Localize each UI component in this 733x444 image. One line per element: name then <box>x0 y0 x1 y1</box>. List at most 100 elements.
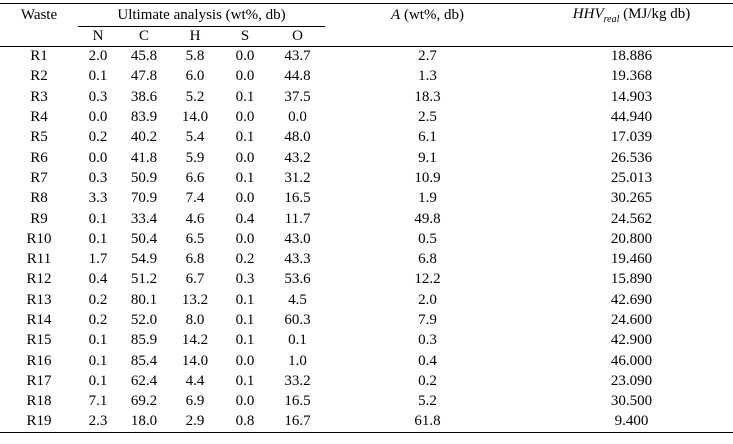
table-cell: 0.2 <box>88 291 108 308</box>
table-cell: 0.2 <box>235 251 255 268</box>
table-cell: 6.0 <box>185 68 205 85</box>
table-cell: 43.2 <box>284 149 311 166</box>
table-cell: 6.8 <box>185 251 205 268</box>
table-cell: 0.1 <box>235 169 255 186</box>
table-cell: 46.000 <box>610 352 653 369</box>
table-cell: 2.0 <box>418 291 437 308</box>
table-cell: 45.8 <box>130 48 158 65</box>
table-row: R1 2.0 45.8 5.8 0.0 43.7 2.7 18.886 <box>0 47 733 67</box>
header-cell: A (wt%, db) <box>325 4 530 27</box>
table-cell: 40.2 <box>130 129 158 146</box>
table-cell: 10.9 <box>414 169 441 186</box>
table-cell: 0.1 <box>235 129 255 146</box>
table-cell: 49.8 <box>414 210 441 227</box>
table-cell: 1.7 <box>88 251 108 268</box>
table-cell: 0.3 <box>235 271 255 288</box>
table-cell: R9 <box>30 210 48 227</box>
table-cell: 0.0 <box>235 190 255 207</box>
header-cell <box>325 27 530 47</box>
table-cell: 0.1 <box>88 210 108 227</box>
table-cell: 19.460 <box>610 251 653 268</box>
header-cell: Ultimate analysis (wt%, db) <box>78 3 326 27</box>
table-cell: 20.800 <box>610 230 653 247</box>
table-cell: 0.1 <box>235 88 255 105</box>
table-cell: 0.0 <box>235 109 255 126</box>
table-cell: R8 <box>30 190 48 207</box>
subheader-cell: C <box>138 28 149 44</box>
table-cell: 0.1 <box>88 230 108 247</box>
table-cell: 17.039 <box>610 129 653 146</box>
table-cell: 33.2 <box>284 372 311 389</box>
table-cell: 83.9 <box>130 109 158 126</box>
table-cell: 42.690 <box>610 291 653 308</box>
table-cell: 18.3 <box>414 88 441 105</box>
table-cell: 7.9 <box>418 312 437 328</box>
table-row: R10 0.1 50.4 6.5 0.0 43.0 0.5 20.800 <box>0 229 733 249</box>
subheader-cell: N <box>92 28 104 44</box>
header-cell: HHVreal (MJ/kg db) <box>530 4 733 27</box>
data-table: Waste Ultimate analysis (wt%, db) A (wt%… <box>0 3 733 433</box>
table-cell: 24.562 <box>610 210 653 227</box>
table-cell: R4 <box>30 109 48 126</box>
table-cell: 0.1 <box>235 291 255 308</box>
table-cell: 0.0 <box>235 48 255 65</box>
table-row: R11 1.7 54.9 6.8 0.2 43.3 6.8 19.460 <box>0 249 733 269</box>
table-cell: 24.600 <box>610 312 653 328</box>
table-cell: 12.2 <box>414 271 441 288</box>
table-row: R13 0.2 80.1 13.2 0.1 4.5 2.0 42.690 <box>0 290 733 310</box>
table-cell: 16.5 <box>284 190 311 207</box>
header-cell <box>530 27 733 47</box>
table-cell: 7.4 <box>185 190 205 207</box>
table-cell: 5.2 <box>185 88 205 105</box>
table-cell: 60.3 <box>284 312 311 328</box>
subheader-cell: O <box>292 28 303 44</box>
table-cell: 0.3 <box>88 169 108 186</box>
table-cell: 26.536 <box>610 149 653 166</box>
table-cell: 38.6 <box>130 88 158 105</box>
table-cell: 0.5 <box>418 230 437 247</box>
table-cell: 42.900 <box>610 332 653 349</box>
table-cell: 14.0 <box>181 352 209 369</box>
table-cell: 6.7 <box>185 271 205 288</box>
table-cell: 2.9 <box>185 413 205 430</box>
table-cell: R15 <box>26 332 52 349</box>
table-cell: 0.8 <box>235 413 255 430</box>
table-cell: R11 <box>26 251 52 268</box>
table-cell: 5.9 <box>185 149 205 166</box>
table-row: R4 0.0 83.9 14.0 0.0 0.0 2.5 44.940 <box>0 107 733 127</box>
table-cell: 18.0 <box>130 413 158 430</box>
table-cell: R17 <box>26 372 52 389</box>
table-cell: 53.6 <box>284 271 311 288</box>
table-cell: 43.0 <box>284 230 311 247</box>
table-cell: 0.3 <box>418 332 437 349</box>
table-cell: 70.9 <box>130 190 158 207</box>
table-cell: 14.2 <box>181 332 209 349</box>
subheader-cell: H <box>189 28 201 44</box>
table-cell: 50.9 <box>130 169 158 186</box>
table-body: R1 2.0 45.8 5.8 0.0 43.7 2.7 18.886 R2 0.1 47.8 6.0… <box>0 47 733 433</box>
header-symbol: A <box>391 6 401 23</box>
table-cell: 47.8 <box>130 68 158 85</box>
table-cell: 85.4 <box>130 352 158 369</box>
table-row: R18 7.1 69.2 6.9 0.0 16.5 5.2 30.500 <box>0 392 733 412</box>
table-cell: 6.5 <box>185 230 205 247</box>
table-cell: 69.2 <box>130 393 158 410</box>
table-row: R12 0.4 51.2 6.7 0.3 53.6 12.2 15.890 <box>0 270 733 290</box>
table-cell: 16.5 <box>284 393 311 410</box>
table-cell: 0.1 <box>88 352 108 369</box>
table-cell: 1.0 <box>288 352 307 369</box>
table-cell: 30.265 <box>610 190 653 207</box>
header-row: Waste Ultimate analysis (wt%, db) A (wt%… <box>0 3 733 27</box>
table-cell: 44.940 <box>610 109 653 126</box>
table-cell: 1.3 <box>418 68 437 85</box>
table-cell: 0.0 <box>235 230 255 247</box>
table-cell: 85.9 <box>130 332 158 349</box>
table-cell: R19 <box>26 413 52 430</box>
table-cell: 0.1 <box>88 332 108 349</box>
table-row: R19 2.3 18.0 2.9 0.8 16.7 61.8 9.400 <box>0 412 733 433</box>
table-cell: R16 <box>26 352 52 369</box>
table-cell: 9.1 <box>418 149 437 166</box>
table-cell: 0.1 <box>235 372 255 389</box>
table-cell: 16.7 <box>284 413 311 430</box>
table-row: R14 0.2 52.0 8.0 0.1 60.3 7.9 24.600 <box>0 310 733 330</box>
